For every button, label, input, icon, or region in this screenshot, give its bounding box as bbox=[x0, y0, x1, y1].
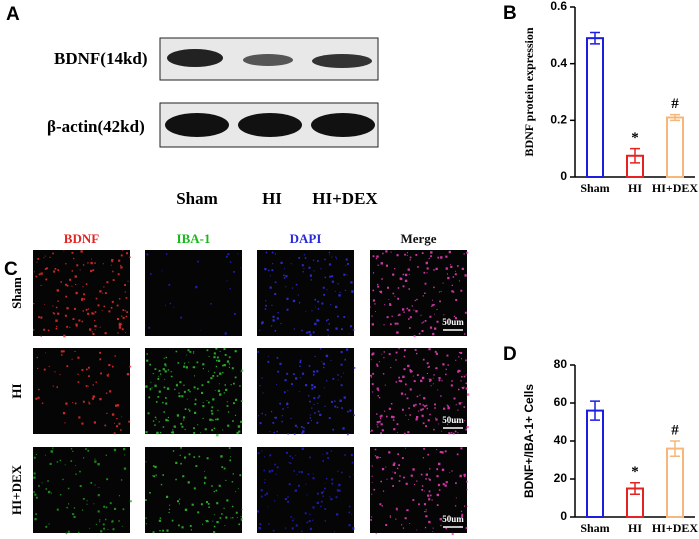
row-header: HI bbox=[9, 383, 24, 398]
error-bar bbox=[630, 482, 640, 495]
x-tick-label: Sham bbox=[580, 181, 609, 195]
cell-signal bbox=[370, 348, 470, 435]
micrograph bbox=[370, 250, 467, 336]
significance-mark: # bbox=[671, 422, 679, 438]
micrograph bbox=[33, 348, 130, 434]
y-tick-label: 0.2 bbox=[550, 113, 567, 127]
x-tick-label: HI+DEX bbox=[652, 181, 699, 195]
blot-band bbox=[165, 113, 229, 137]
column-header: DAPI bbox=[290, 231, 322, 246]
blot-band bbox=[243, 54, 293, 66]
scale-bar-label: 50um bbox=[442, 514, 464, 524]
blot-band bbox=[167, 49, 223, 67]
bar bbox=[666, 116, 684, 178]
y-tick-label: 40 bbox=[554, 433, 568, 447]
row-header: HI+DEX bbox=[9, 464, 24, 515]
micrograph bbox=[33, 250, 130, 336]
micrograph bbox=[33, 447, 130, 533]
error-bar bbox=[590, 31, 600, 45]
error-bar bbox=[630, 147, 640, 164]
panel-label: D bbox=[503, 344, 517, 365]
blot-band bbox=[238, 113, 302, 137]
y-tick-label: 0.4 bbox=[550, 56, 567, 70]
bar bbox=[586, 409, 604, 519]
panel-label: C bbox=[4, 259, 18, 280]
lane-label: Sham bbox=[176, 189, 218, 208]
significance-mark: * bbox=[631, 464, 639, 480]
blot-band bbox=[311, 113, 375, 137]
micrograph bbox=[145, 447, 242, 533]
y-tick-label: 80 bbox=[554, 357, 568, 371]
micrograph bbox=[145, 250, 242, 336]
error-bar bbox=[670, 440, 680, 457]
column-header: BDNF bbox=[64, 231, 99, 246]
y-axis-label: BDNF+/IBA-1+ Cells bbox=[522, 384, 536, 498]
y-tick-label: 0 bbox=[560, 169, 567, 183]
scale-bar-label: 50um bbox=[442, 317, 464, 327]
error-bar bbox=[590, 400, 600, 421]
y-axis-label: BDNF protein expression bbox=[522, 27, 536, 156]
error-bar bbox=[670, 113, 680, 122]
y-tick-label: 0 bbox=[560, 509, 567, 523]
row-header: Sham bbox=[9, 277, 24, 309]
column-header: IBA-1 bbox=[177, 231, 211, 246]
column-header: Merge bbox=[400, 231, 436, 246]
lane-label: HI+DEX bbox=[312, 189, 378, 208]
micrograph bbox=[257, 250, 354, 336]
x-tick-label: HI+DEX bbox=[652, 521, 699, 535]
band-label: BDNF(14kd) bbox=[54, 49, 148, 68]
x-tick-label: Sham bbox=[580, 521, 609, 535]
significance-mark: # bbox=[671, 96, 679, 112]
panel-label: A bbox=[6, 4, 20, 25]
y-tick-label: 0.6 bbox=[550, 0, 567, 13]
bar bbox=[586, 37, 604, 178]
micrograph bbox=[370, 447, 467, 533]
y-tick-label: 20 bbox=[554, 471, 568, 485]
x-tick-label: HI bbox=[628, 181, 642, 195]
lane-label: HI bbox=[262, 189, 282, 208]
band-label: β-actin(42kd) bbox=[47, 117, 145, 136]
y-tick-label: 60 bbox=[554, 395, 568, 409]
charts: 0 0.2 0.4 0.6 BDNF protein expression Sham HI *… bbox=[522, 0, 699, 535]
scale-bar-label: 50um bbox=[442, 415, 464, 425]
bar bbox=[666, 447, 684, 519]
micrograph bbox=[370, 348, 467, 434]
x-tick-label: HI bbox=[628, 521, 642, 535]
cell-signal bbox=[370, 447, 468, 536]
blot-band bbox=[312, 54, 372, 68]
micrograph-grid: BDNF IBA-1 DAPI Merge 50um 50um 50um Sham HI HI+D… bbox=[9, 231, 470, 536]
cell-signal bbox=[35, 350, 132, 435]
panel-label: B bbox=[503, 3, 517, 24]
significance-mark: * bbox=[631, 130, 639, 146]
micrograph bbox=[257, 348, 354, 434]
